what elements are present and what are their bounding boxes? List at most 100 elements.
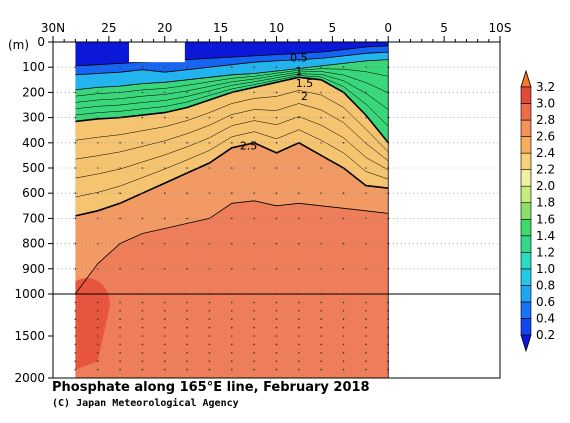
contour-label: 0.5	[290, 52, 308, 65]
contour-band	[75, 200, 389, 378]
station-dot	[163, 352, 166, 354]
isoline	[75, 90, 389, 153]
station-dot	[96, 352, 99, 354]
station-dot	[96, 326, 99, 329]
station-dot	[141, 352, 144, 354]
colorbar-swatch	[520, 136, 532, 154]
colorbar-swatch	[520, 235, 532, 253]
station-dot	[141, 326, 144, 329]
station-dot	[141, 217, 144, 220]
station-dot	[298, 343, 300, 346]
station-dot	[119, 91, 121, 94]
station-dot	[275, 310, 278, 312]
station-dot	[275, 268, 278, 270]
station-dot	[74, 301, 77, 304]
station-dot	[231, 301, 233, 304]
station-dot	[342, 326, 345, 329]
station-dot	[208, 360, 211, 363]
station-dot	[275, 301, 278, 304]
colorbar-level-label: 1.2	[536, 245, 555, 259]
contour-label: 2.5	[240, 139, 258, 152]
station-dot	[253, 116, 255, 119]
station-dot	[119, 116, 121, 119]
colorbar-level-label: 2.0	[536, 179, 555, 193]
colorbar-level-label: 1.8	[536, 196, 555, 210]
station-dot	[163, 368, 166, 371]
station-dot	[253, 142, 255, 144]
isoline	[75, 129, 389, 198]
station-dot	[342, 217, 345, 220]
station-dot	[275, 192, 278, 194]
isoline	[75, 51, 389, 76]
station-dot	[141, 142, 144, 144]
station-dot	[163, 116, 166, 119]
station-dot	[253, 167, 255, 169]
station-dot	[186, 192, 188, 194]
station-dot	[253, 192, 255, 194]
credit-line: (C) Japan Meteorological Agency	[52, 398, 239, 409]
station-dot	[141, 91, 144, 94]
station-dot	[119, 301, 121, 304]
x-axis: 30N 25 20 15 10 5 0 5 10S	[41, 21, 512, 42]
station-dot	[298, 326, 300, 329]
station-dot	[365, 368, 367, 371]
x-tick-label: 10S	[489, 21, 512, 35]
station-dot	[163, 66, 166, 68]
station-dot	[119, 352, 121, 354]
station-dot	[208, 368, 211, 371]
station-dot	[186, 310, 188, 312]
station-dot	[231, 310, 233, 312]
station-dot	[298, 335, 300, 337]
station-dot	[298, 360, 300, 363]
isoline	[75, 59, 389, 91]
station-dot	[231, 91, 233, 94]
station-dot	[208, 301, 211, 304]
station-dot	[186, 360, 188, 363]
station-dot	[208, 352, 211, 354]
station-dot	[186, 301, 188, 304]
station-dot	[141, 167, 144, 169]
station-dot	[208, 335, 211, 337]
contour-band	[75, 59, 389, 143]
station-dot	[275, 352, 278, 354]
station-dot	[298, 91, 300, 94]
station-dot	[163, 360, 166, 363]
station-dot	[163, 91, 166, 94]
station-dot	[231, 343, 233, 346]
station-dot	[342, 268, 345, 270]
colorbar-level-label: 0.6	[536, 295, 555, 309]
station-dot	[74, 268, 77, 270]
y-tick-label: 400	[22, 136, 45, 150]
station-dot	[119, 268, 121, 270]
contour-band	[75, 52, 389, 90]
isoline	[75, 45, 389, 67]
station-dot	[119, 326, 121, 329]
station-dot	[186, 116, 188, 119]
station-dot	[275, 66, 278, 68]
station-dot	[74, 335, 77, 337]
station-dot	[342, 192, 345, 194]
station-dot	[275, 368, 278, 371]
station-dot	[208, 318, 211, 321]
colorbar-level-label: 0.2	[536, 328, 555, 342]
station-dot	[74, 192, 77, 194]
station-dot	[298, 318, 300, 321]
contour-band	[75, 142, 389, 294]
y-tick-label: 600	[22, 186, 45, 200]
station-dot	[141, 268, 144, 270]
station-dot	[253, 352, 255, 354]
station-dot	[119, 142, 121, 144]
station-dot	[298, 242, 300, 245]
station-dot	[141, 242, 144, 245]
station-dot	[275, 167, 278, 169]
station-dot	[231, 142, 233, 144]
station-dot	[141, 335, 144, 337]
station-dot	[74, 360, 77, 363]
isoline	[75, 68, 389, 97]
y-tick-label: 200	[22, 85, 45, 99]
station-dot	[253, 301, 255, 304]
station-dot	[320, 368, 323, 371]
station-dot	[141, 301, 144, 304]
station-dot	[231, 360, 233, 363]
station-dot	[96, 318, 99, 321]
